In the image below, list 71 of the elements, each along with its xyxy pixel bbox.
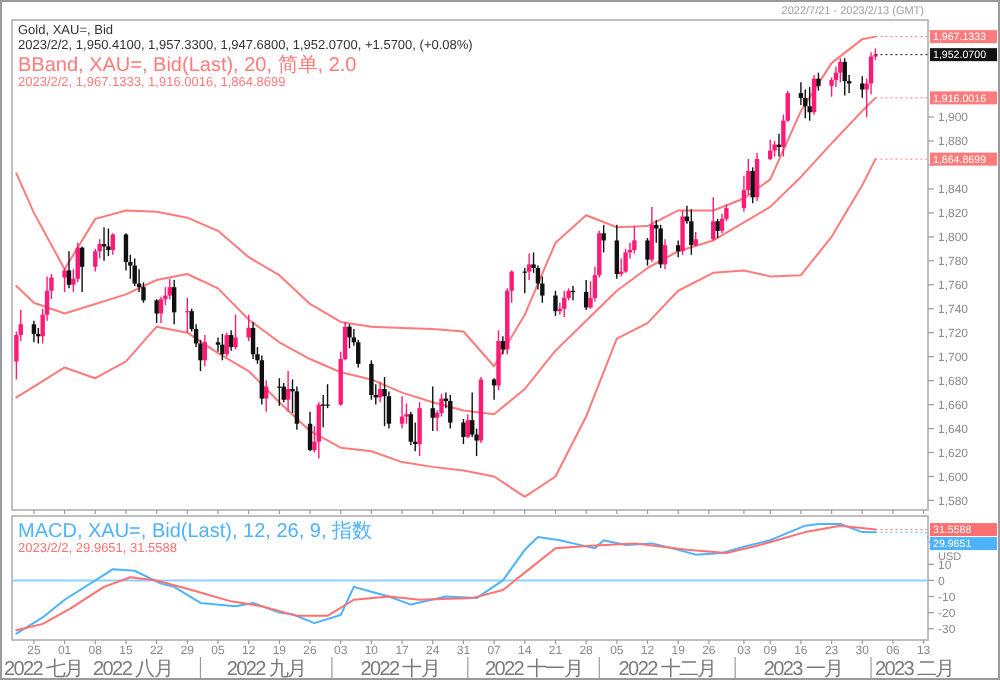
candlestick — [228, 329, 234, 352]
candlestick — [259, 354, 265, 406]
candlestick — [496, 329, 501, 391]
candlestick — [246, 314, 251, 342]
candlestick — [75, 242, 80, 284]
candlestick — [79, 245, 85, 293]
candlestick — [307, 411, 313, 452]
candlestick — [491, 377, 497, 401]
text: 2023 一月 — [763, 659, 843, 680]
candlestick — [750, 166, 755, 204]
text: 2022 十月 — [360, 657, 440, 680]
candlestick — [277, 377, 282, 407]
candlestick — [583, 279, 589, 311]
candlestick — [711, 196, 716, 242]
candlestick — [754, 152, 760, 202]
candlestick — [417, 401, 422, 457]
candlestick — [316, 401, 321, 460]
candlestick — [562, 290, 567, 318]
candlestick — [623, 248, 628, 274]
text: 2022 十一月 — [484, 657, 583, 680]
candlestick — [553, 290, 558, 317]
candlestick — [430, 385, 435, 432]
text: 2022 九月 — [226, 657, 306, 680]
candlestick — [838, 57, 843, 83]
candlestick — [715, 218, 720, 239]
candlestick — [601, 224, 606, 254]
candlestick — [347, 323, 352, 349]
candlestick — [465, 413, 471, 439]
candlestick — [202, 334, 208, 367]
candlestick — [860, 75, 865, 99]
candlestick — [285, 370, 291, 413]
candlestick — [215, 336, 221, 353]
candlestick — [132, 257, 137, 287]
text: 2022 八月 — [93, 659, 172, 680]
candlestick — [680, 209, 685, 256]
candlestick — [250, 321, 256, 360]
candlestick — [675, 239, 681, 258]
candlestick — [658, 224, 663, 269]
candlestick — [62, 267, 67, 293]
candlestick — [66, 250, 72, 290]
candlestick — [123, 232, 129, 272]
chart-title: MACD, XAU=, Bid(Last), 12, 26, 9, 指数 — [18, 519, 373, 543]
candlestick — [110, 232, 115, 256]
candlestick — [404, 402, 409, 425]
candlestick — [281, 382, 286, 403]
candlestick — [632, 225, 637, 255]
candlestick — [220, 333, 225, 361]
candlestick — [294, 385, 300, 431]
candlestick — [171, 279, 177, 325]
candlestick — [448, 394, 453, 430]
text: 2022 七月 — [4, 657, 83, 680]
candlestick — [662, 238, 668, 270]
candlestick — [167, 278, 172, 300]
candlestick — [369, 359, 374, 401]
candlestick — [408, 411, 414, 447]
candlestick — [106, 227, 111, 257]
annotation: BBand, XAU=, Bid(Last), 20, 简单, 2.0 — [18, 53, 358, 77]
candlestick — [842, 57, 847, 97]
candlestick — [233, 314, 238, 351]
candlestick — [382, 376, 387, 427]
candlestick — [645, 237, 650, 267]
candlestick — [461, 418, 466, 445]
candlestick — [526, 252, 532, 281]
candlestick — [689, 208, 694, 256]
candlestick — [224, 331, 229, 358]
text: 2023 二月 — [875, 659, 954, 680]
candlestick — [649, 206, 655, 263]
text: 2022 十二月 — [618, 657, 716, 680]
candlestick — [807, 86, 812, 122]
candlestick — [154, 298, 159, 324]
candlestick — [264, 379, 269, 413]
